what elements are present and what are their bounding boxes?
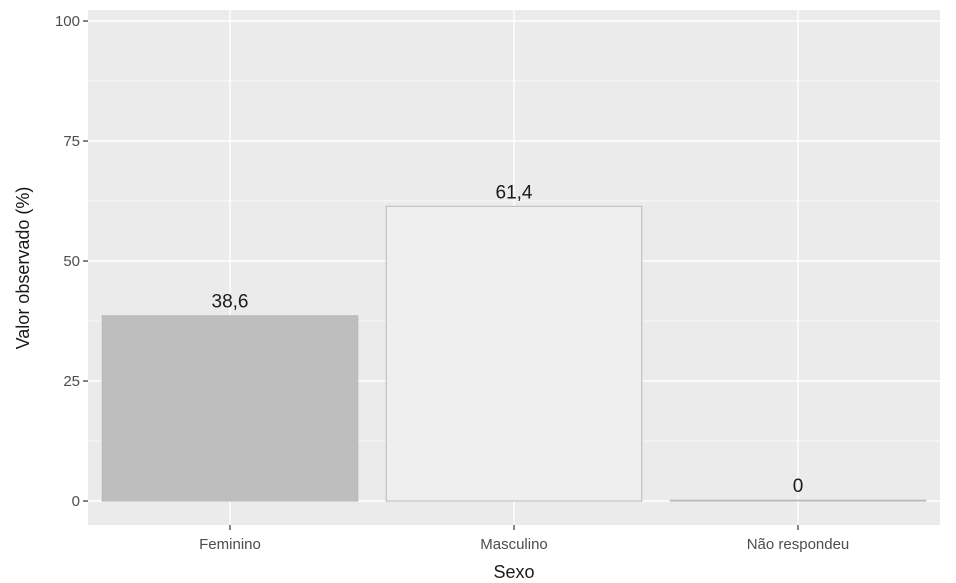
data-label: 61,4 [496,182,533,203]
y-tick-label: 75 [63,133,80,150]
data-label: 38,6 [212,292,249,313]
y-tick-label: 25 [63,373,80,390]
x-tick-label: Não respondeu [747,536,850,553]
bar [385,205,643,502]
bar [669,499,927,502]
x-tick-label: Masculino [480,536,548,553]
bars [101,205,927,502]
data-labels: 38,6 61,4 0 [212,182,804,497]
y-tick-label: 50 [63,253,80,270]
y-tick-label: 100 [55,13,80,30]
y-axis: 0 25 50 75 100 [55,13,88,510]
data-label: 0 [793,476,804,497]
y-tick-label: 0 [72,493,80,510]
x-axis-title: Sexo [493,562,534,582]
bar [101,315,359,502]
x-tick-label: Feminino [199,536,261,553]
x-axis: Feminino Masculino Não respondeu [199,525,849,553]
y-axis-title: Valor observado (%) [13,187,33,350]
